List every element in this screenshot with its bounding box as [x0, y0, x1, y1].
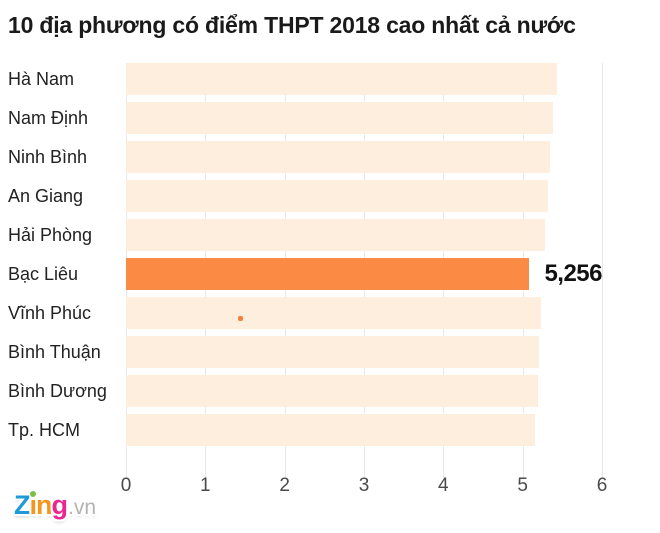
- category-label: Nam Định: [8, 108, 89, 128]
- bar-row: Ninh Bình: [8, 141, 652, 173]
- bar[interactable]: [126, 258, 530, 290]
- bar[interactable]: [126, 63, 557, 95]
- category-label: Bình Thuận: [8, 342, 101, 362]
- gridline-6: [602, 63, 603, 478]
- category-label: Bình Dương: [8, 381, 107, 401]
- bar[interactable]: [126, 336, 540, 368]
- bar[interactable]: [126, 180, 549, 212]
- chart-title: 10 địa phương có điểm THPT 2018 cao nhất…: [8, 12, 576, 38]
- bar-row: Bạc Liêu 5,256: [8, 258, 652, 290]
- category-label: Hải Phòng: [8, 225, 93, 245]
- bar-row: Nam Định: [8, 102, 652, 134]
- logo-i-dot: [29, 491, 36, 497]
- page: 10 địa phương có điểm THPT 2018 cao nhất…: [0, 10, 660, 503]
- x-tick-label-6: 6: [596, 475, 608, 496]
- bar[interactable]: [126, 141, 551, 173]
- category-label: Vĩnh Phúc: [8, 303, 92, 323]
- bar[interactable]: [126, 297, 541, 329]
- x-tick-label-0: 0: [120, 475, 132, 496]
- bar-track: [126, 219, 602, 251]
- bar[interactable]: [126, 102, 553, 134]
- chart-rows: Hà Nam Nam Định Ninh Bình An Giang Hải P…: [8, 63, 652, 446]
- bar-row: Vĩnh Phúc: [8, 297, 652, 329]
- bar-track: [126, 102, 602, 134]
- category-label: An Giang: [8, 186, 84, 206]
- logo-letter: Z: [14, 490, 30, 520]
- zing-logo[interactable]: Zı ng.vn: [14, 490, 96, 523]
- bar-row: Bình Thuận: [8, 336, 652, 368]
- x-tick-label-3: 3: [358, 475, 370, 496]
- category-label: Tp. HCM: [8, 420, 80, 440]
- bar[interactable]: [126, 219, 545, 251]
- bar-row: Bình Dương: [8, 375, 652, 407]
- bar-row: Tp. HCM: [8, 414, 652, 446]
- orange-dot-marker: [238, 316, 243, 321]
- bar-track: [126, 375, 602, 407]
- x-tick-label-5: 5: [517, 475, 528, 496]
- x-tick-label-4: 4: [438, 475, 449, 496]
- bar-track: [126, 180, 602, 212]
- bar-track: [126, 297, 602, 329]
- category-label: Ninh Bình: [8, 147, 88, 167]
- bar-track: [126, 141, 602, 173]
- x-tick-label-2: 2: [279, 475, 290, 496]
- bar-row: Hà Nam: [8, 63, 652, 95]
- bar-track: [126, 414, 602, 446]
- bar-row: An Giang: [8, 180, 652, 212]
- bar[interactable]: [126, 375, 538, 407]
- bar-chart: Hà Nam Nam Định Ninh Bình An Giang Hải P…: [8, 63, 652, 503]
- logo-letter: n: [36, 490, 52, 520]
- logo-letter: ı: [29, 490, 37, 520]
- bar-track: 5,256: [126, 258, 602, 290]
- bar-row: Hải Phòng: [8, 219, 652, 251]
- x-tick-label-1: 1: [200, 475, 211, 496]
- logo-suffix: .vn: [68, 496, 97, 519]
- bar-value-label: 5,256: [544, 260, 602, 287]
- bar-track: [126, 63, 602, 95]
- logo-letter: g: [51, 490, 68, 520]
- category-label: Bạc Liêu: [8, 264, 79, 284]
- category-label: Hà Nam: [8, 69, 75, 89]
- x-axis: 0 1 2 3 4 5 6: [8, 453, 652, 503]
- bar-track: [126, 336, 602, 368]
- bar[interactable]: [126, 414, 536, 446]
